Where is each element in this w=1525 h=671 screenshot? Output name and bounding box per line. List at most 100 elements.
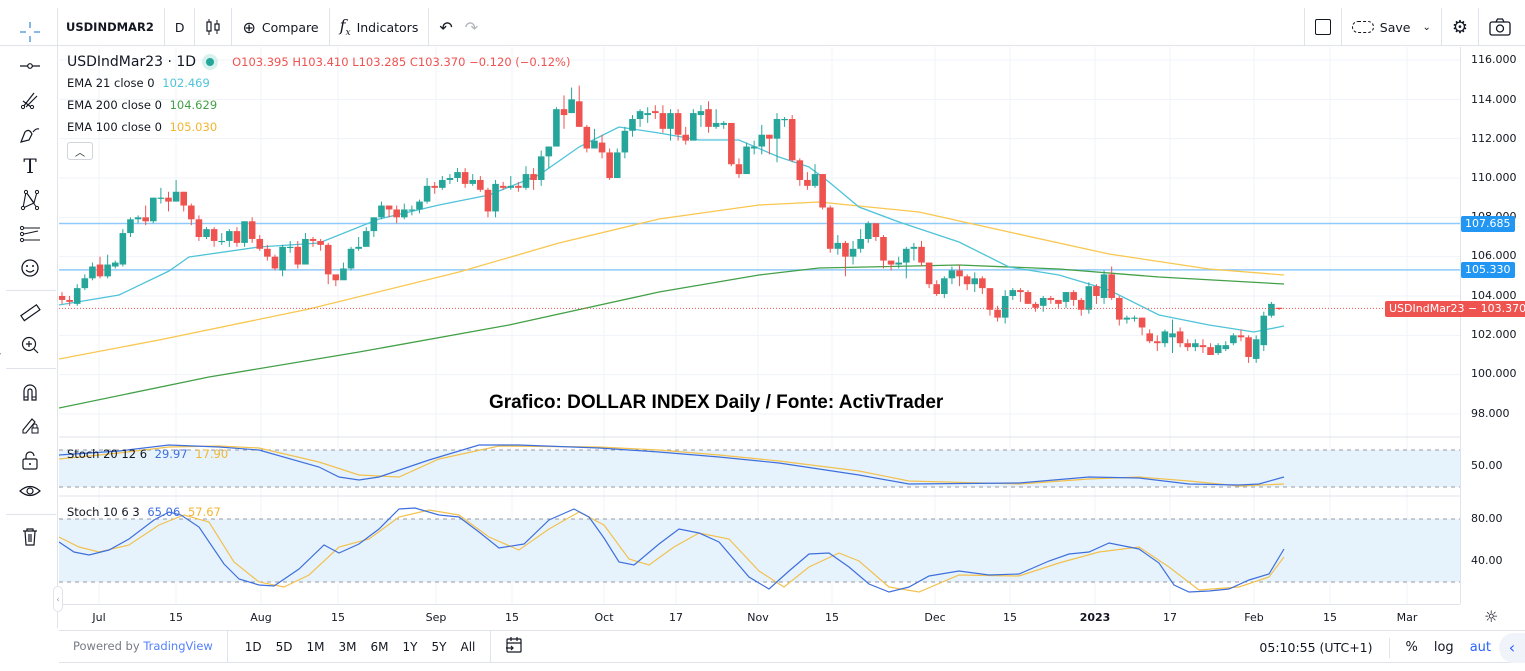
horizontal-line-price-tag: 107.685 <box>1461 216 1515 232</box>
stoch-1-axis-label: 50.00 <box>1471 459 1503 472</box>
eye-icon[interactable] <box>18 480 42 504</box>
price-label: 104.000 <box>1471 289 1517 302</box>
emoji-icon[interactable] <box>18 256 42 280</box>
ema-200-legend[interactable]: EMA 200 close 0 104.629 <box>67 94 570 116</box>
change-value: −0.120 (−0.12%) <box>469 55 571 69</box>
collapse-handle[interactable]: ‹ <box>53 586 63 612</box>
chart-settings-gear-icon[interactable]: ☼ <box>1484 607 1499 626</box>
redo-icon[interactable]: ↷ <box>464 17 479 37</box>
clock-timezone[interactable]: 05:10:55 (UTC+1) <box>1243 637 1390 658</box>
pattern-icon[interactable] <box>18 188 42 212</box>
compare-button[interactable]: ⊕ Compare <box>232 8 330 46</box>
range-1d-button[interactable]: 1D <box>244 639 262 654</box>
toolbar-divider <box>6 368 56 369</box>
ema-label: EMA 200 close 0 <box>67 98 162 112</box>
fullscreen-button[interactable] <box>1303 8 1341 46</box>
top-toolbar: USDINDMAR2 D ⊕ Compare fx Indicators ↶ ↷ <box>0 8 1525 46</box>
price-axis[interactable]: 116.000 114.000 112.000 110.000 108.000 … <box>1385 47 1525 604</box>
chevron-left-icon[interactable]: ‹ <box>1499 632 1525 663</box>
high-value: H103.410 <box>292 55 349 69</box>
range-5y-button[interactable]: 5Y <box>431 639 447 654</box>
unlock-icon[interactable] <box>18 448 42 472</box>
tag-text: USDIndMar23 − 103.370 <box>1389 302 1525 315</box>
chevron-right-icon[interactable]: › <box>0 346 2 362</box>
plus-circle-icon: ⊕ <box>242 17 256 37</box>
stoch-1-legend[interactable]: Stoch 20 12 6 29.97 17.90 <box>67 447 228 461</box>
price-label: 114.000 <box>1471 93 1517 106</box>
percent-scale-toggle[interactable]: % <box>1405 640 1418 655</box>
go-to-date-icon[interactable] <box>491 636 537 658</box>
stoch-k-value: 65.06 <box>147 505 181 519</box>
log-scale-toggle[interactable]: log <box>1433 640 1454 655</box>
brush-icon[interactable] <box>18 122 42 146</box>
stoch-d-value: 17.90 <box>195 447 229 461</box>
market-status-icon <box>206 58 215 66</box>
range-1m-button[interactable]: 1M <box>306 639 325 654</box>
ema-label: EMA 100 close 0 <box>67 120 162 134</box>
price-label: 102.000 <box>1471 328 1517 341</box>
crosshair-icon[interactable] <box>18 20 42 44</box>
text-tool-icon[interactable]: T <box>23 154 37 178</box>
range-1y-button[interactable]: 1Y <box>402 639 418 654</box>
time-label: 17 <box>669 611 683 624</box>
price-chart[interactable] <box>59 47 1460 604</box>
horizontal-line-price-tag: 105.330 <box>1461 262 1515 278</box>
powered-by-link[interactable]: Powered by TradingView <box>59 630 228 663</box>
prediction-icon[interactable] <box>18 222 42 246</box>
ema-value: 102.469 <box>162 76 210 90</box>
chevron-up-icon: ︿ <box>75 147 85 159</box>
chart-type-button[interactable] <box>195 8 233 46</box>
save-label: Save <box>1379 19 1411 35</box>
range-5d-button[interactable]: 5D <box>275 639 293 654</box>
function-icon: fx <box>339 15 351 39</box>
price-label: 110.000 <box>1471 171 1517 184</box>
range-6m-button[interactable]: 6M <box>370 639 389 654</box>
chart-pane[interactable] <box>59 47 1460 604</box>
price-label: 116.000 <box>1471 53 1517 66</box>
ema-21-legend[interactable]: EMA 21 close 0 102.469 <box>67 72 570 94</box>
legend-main: USDIndMar23 · 1D O103.395 H103.410 L103.… <box>67 52 570 72</box>
indicators-label: Indicators <box>356 19 419 35</box>
symbol-search-button[interactable]: USDINDMAR2 <box>58 8 165 46</box>
date-range-selector: 1D 5D 1M 3M 6M 1Y 5Y All <box>228 630 492 663</box>
trash-icon[interactable] <box>18 525 42 549</box>
auto-scale-toggle[interactable]: aut <box>1469 640 1491 655</box>
drawing-toolbar: T › <box>0 8 58 628</box>
tag-text: 107.685 <box>1465 217 1511 230</box>
time-label: 15 <box>1003 611 1017 624</box>
ohlc-values: O103.395 H103.410 L103.285 C103.370 −0.1… <box>232 55 570 69</box>
time-label: 15 <box>169 611 183 624</box>
fib-tool-icon[interactable] <box>18 88 42 112</box>
legend-title[interactable]: USDIndMar23 · 1D <box>67 54 197 70</box>
magnet-icon[interactable] <box>18 380 42 404</box>
time-label: 15 <box>825 611 839 624</box>
time-label: 17 <box>1163 611 1177 624</box>
indicators-button[interactable]: fx Indicators <box>330 8 430 46</box>
price-label: 112.000 <box>1471 132 1517 145</box>
collapse-legend-button[interactable]: ︿ <box>67 142 93 160</box>
toolbar-divider <box>6 514 56 515</box>
stoch-2-axis-label: 40.00 <box>1471 554 1503 567</box>
time-label: 15 <box>505 611 519 624</box>
trend-line-icon[interactable] <box>18 54 42 78</box>
screenshot-button[interactable] <box>1478 8 1525 46</box>
interval-button[interactable]: D <box>165 8 196 46</box>
zoom-in-icon[interactable] <box>18 333 42 357</box>
undo-icon[interactable]: ↶ <box>439 17 453 37</box>
time-label: Sep <box>425 611 447 624</box>
tradingview-brand: TradingView <box>143 639 213 653</box>
lock-drawing-icon[interactable] <box>18 413 42 437</box>
price-label: 106.000 <box>1471 249 1517 262</box>
range-3m-button[interactable]: 3M <box>338 639 357 654</box>
save-button[interactable]: Save ⌄ <box>1340 8 1441 46</box>
time-axis[interactable]: Jul 15 Aug 15 Sep 15 Oct 17 Nov 15 Dec 15 2023 17 Feb 1… <box>59 604 1460 630</box>
close-value: C103.370 <box>409 55 466 69</box>
settings-button[interactable]: ⚙ <box>1440 8 1478 46</box>
chevron-down-icon: ⌄ <box>1422 21 1431 33</box>
time-label: Jul <box>92 611 106 624</box>
stoch-k-value: 29.97 <box>154 447 188 461</box>
ema-100-legend[interactable]: EMA 100 close 0 105.030 <box>67 116 570 138</box>
stoch-2-legend[interactable]: Stoch 10 6 3 65.06 57.67 <box>67 505 221 519</box>
ruler-icon[interactable] <box>18 301 42 325</box>
range-all-button[interactable]: All <box>460 639 476 654</box>
